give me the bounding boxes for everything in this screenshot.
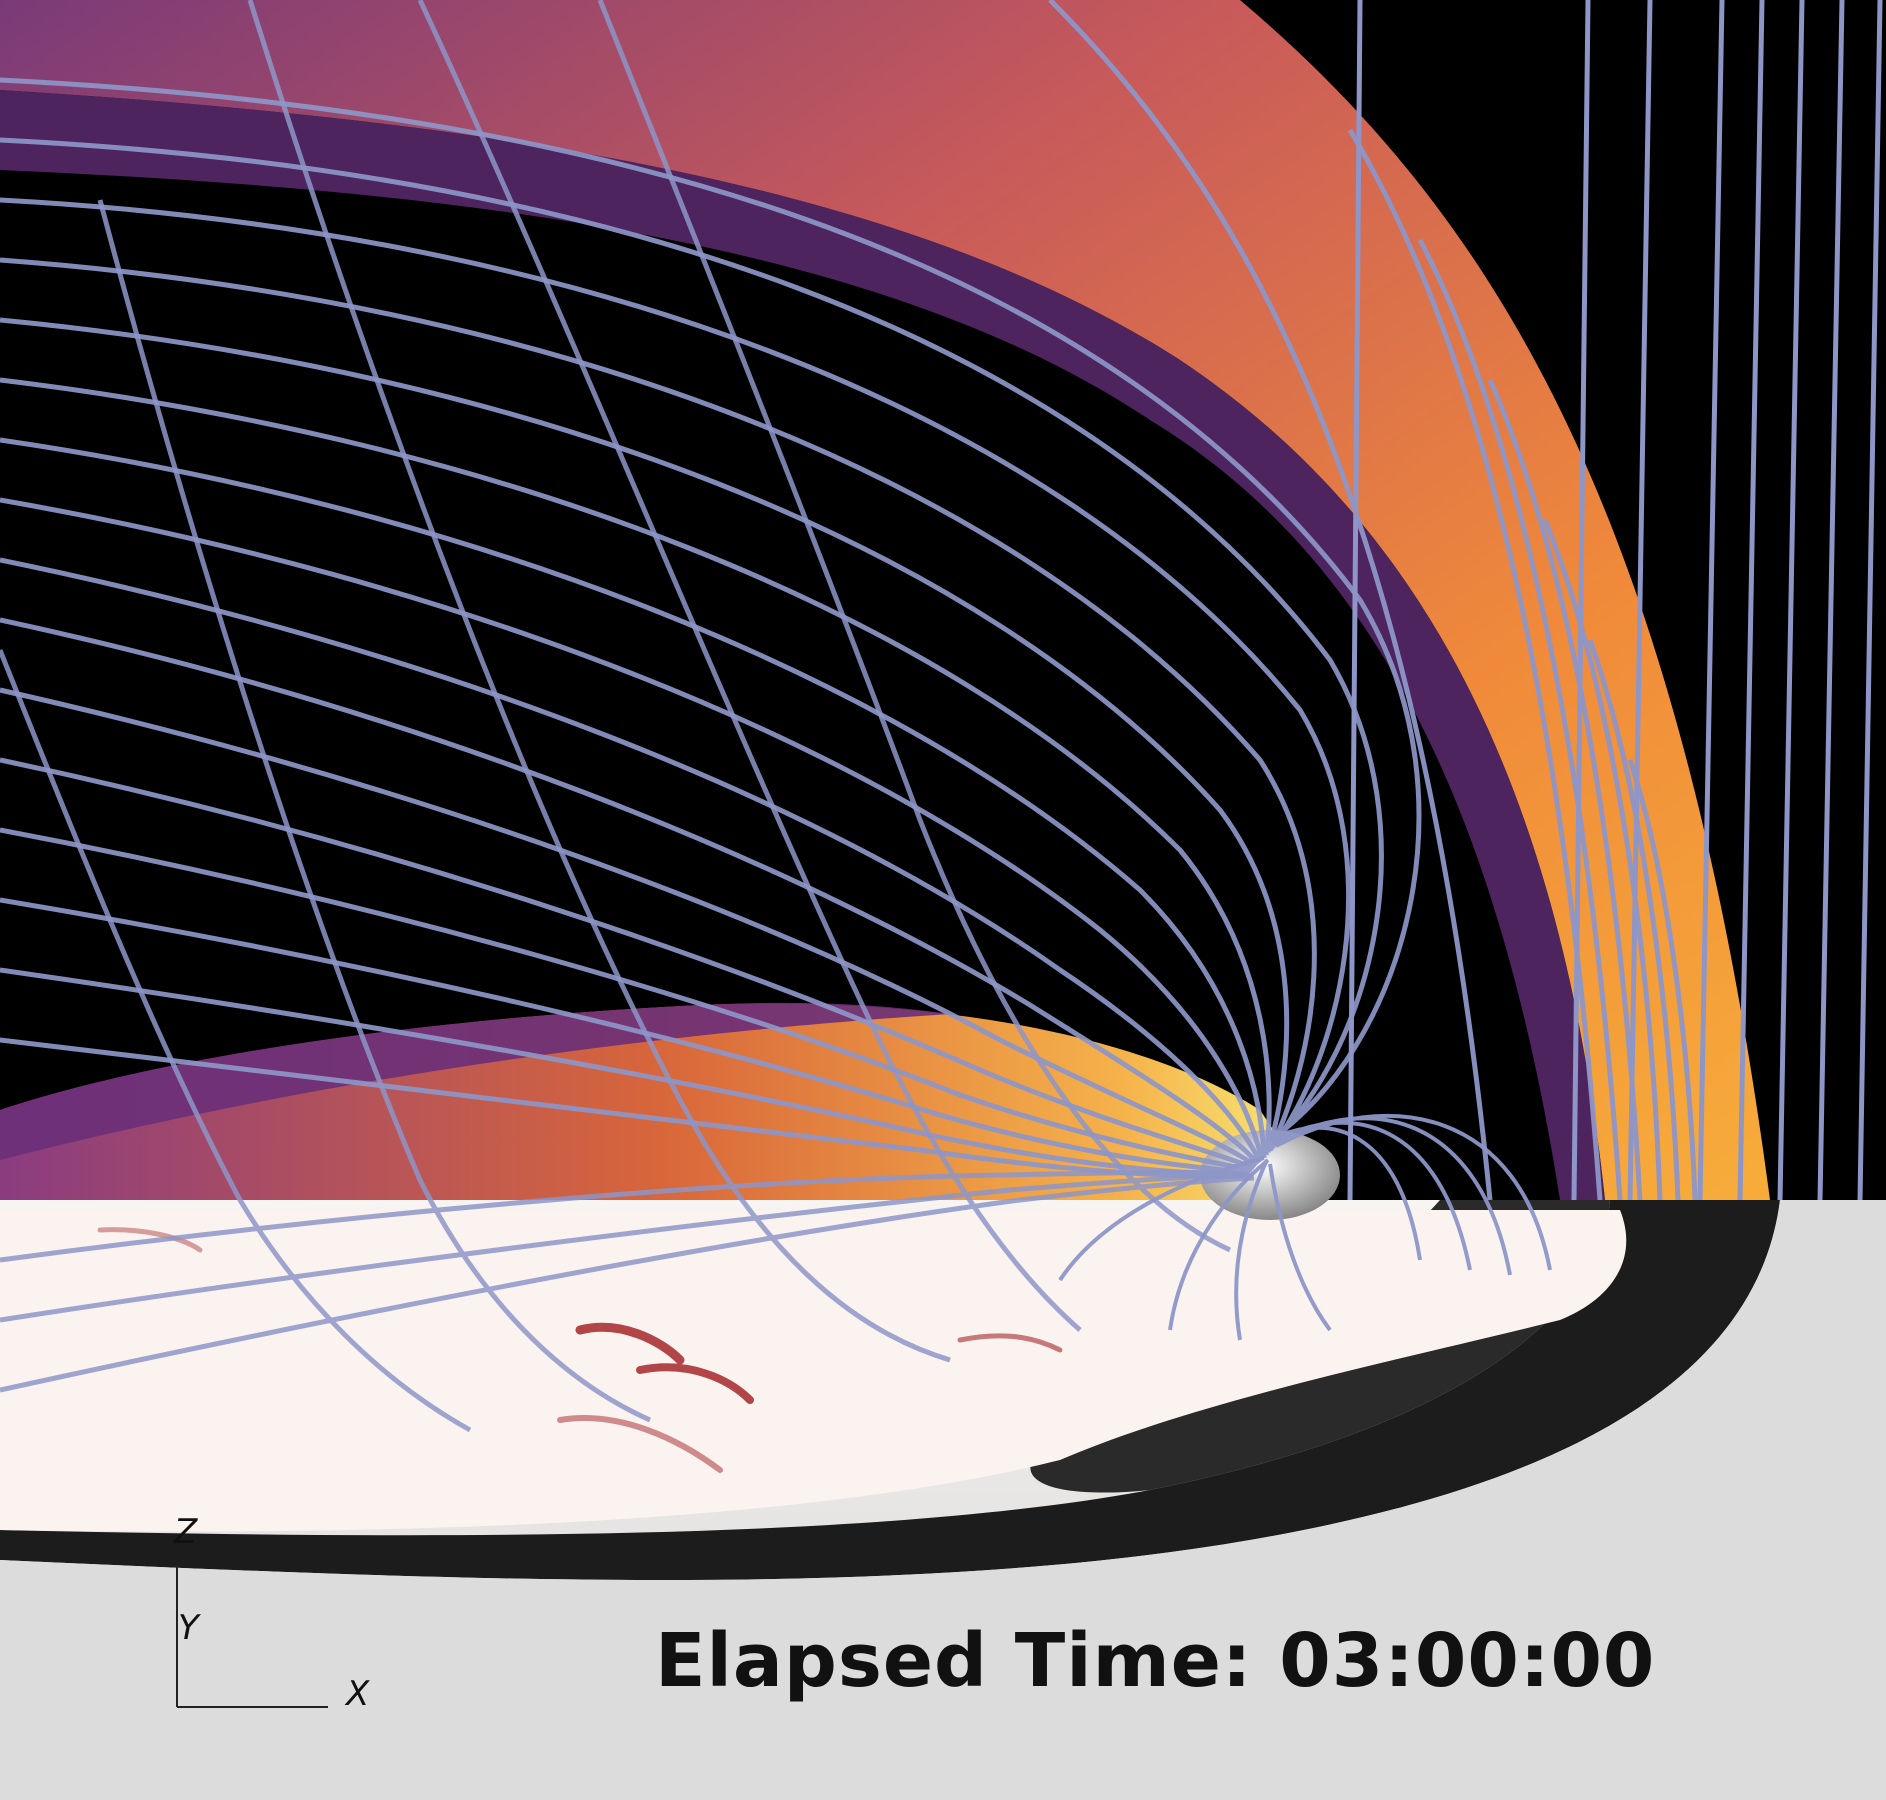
axis-x-label: X [346,1674,370,1714]
plane-dark-band [0,1200,1780,1580]
tail-field-lines [0,0,1255,1433]
axis-triad [176,1565,328,1708]
current-sheet-streaks [97,1227,1063,1473]
elapsed-time-value: 03:00:00 [1279,1618,1656,1704]
dayside-field-lines [1058,1113,1552,1341]
plane-bright-region [0,1210,1627,1532]
axis-z-label: Z [174,1512,198,1552]
sheath-field-lines [1048,0,1698,1201]
plane-gray-region [0,1200,1886,1800]
magnetosphere-field-lines [0,77,1422,1179]
magnetosheath-band [0,0,1770,1200]
solar-wind-field-lines [1347,0,1883,1201]
elapsed-time-prefix: Elapsed Time: [655,1618,1253,1704]
axis-y-label: Y [178,1608,199,1648]
elapsed-time-label: Elapsed Time: 03:00:00 [655,1618,1655,1704]
